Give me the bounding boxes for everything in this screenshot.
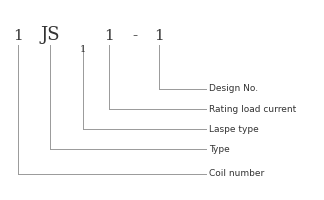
Text: 1: 1 — [13, 29, 23, 43]
Text: -: - — [132, 29, 137, 43]
Text: JS: JS — [40, 26, 60, 44]
Text: 1: 1 — [104, 29, 113, 43]
Text: 1: 1 — [154, 29, 164, 43]
Text: Coil number: Coil number — [209, 170, 264, 178]
Text: Type: Type — [209, 144, 230, 154]
Text: Rating load current: Rating load current — [209, 104, 296, 114]
Text: Design No.: Design No. — [209, 84, 258, 93]
Text: 1: 1 — [79, 45, 86, 54]
Text: Laspe type: Laspe type — [209, 124, 259, 134]
